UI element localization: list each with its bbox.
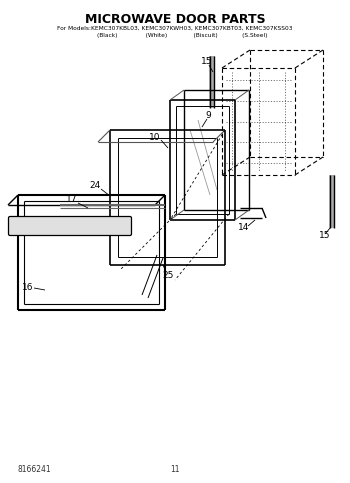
Text: 8166241: 8166241 bbox=[18, 466, 52, 474]
Text: 9: 9 bbox=[205, 112, 211, 120]
Text: 16: 16 bbox=[22, 284, 34, 293]
Text: 15: 15 bbox=[319, 231, 331, 241]
Text: 14: 14 bbox=[238, 224, 250, 232]
Text: 25: 25 bbox=[162, 270, 174, 280]
Text: 10: 10 bbox=[149, 132, 161, 142]
FancyBboxPatch shape bbox=[8, 216, 132, 236]
Text: 15: 15 bbox=[201, 57, 213, 67]
Text: MICROWAVE DOOR PARTS: MICROWAVE DOOR PARTS bbox=[85, 13, 265, 26]
Text: (Black)               (White)              (Biscuit)             (S.Steel): (Black) (White) (Biscuit) (S.Steel) bbox=[82, 33, 268, 38]
Text: 24: 24 bbox=[89, 182, 101, 190]
Text: For Models:KEMC307KBL03, KEMC307KWH03, KEMC307KBT03, KEMC307KSS03: For Models:KEMC307KBL03, KEMC307KWH03, K… bbox=[57, 26, 293, 31]
Text: 11: 11 bbox=[170, 466, 180, 474]
Text: 17: 17 bbox=[66, 196, 78, 204]
